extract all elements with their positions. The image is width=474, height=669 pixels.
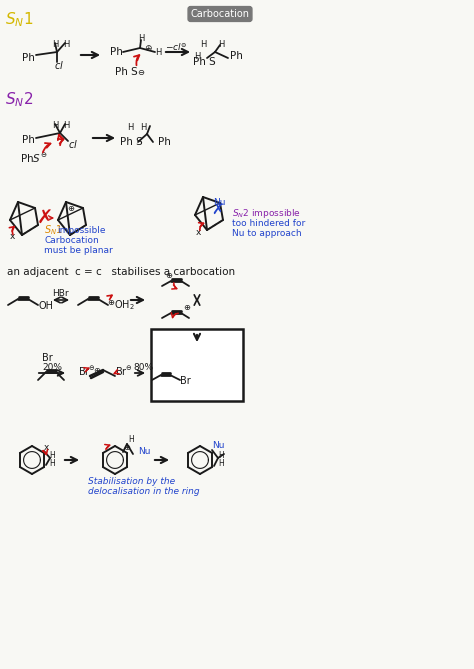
Text: 80%: 80% (133, 363, 153, 371)
Text: delocalisation in the ring: delocalisation in the ring (88, 488, 200, 496)
Text: HBr: HBr (52, 288, 69, 298)
FancyBboxPatch shape (151, 329, 243, 401)
Text: H: H (52, 120, 58, 130)
Text: Ph S: Ph S (193, 57, 216, 67)
Text: Br$^{\ominus}$: Br$^{\ominus}$ (115, 365, 133, 377)
Text: $S_N2$: $S_N2$ (5, 91, 33, 109)
Text: $\oplus$: $\oplus$ (107, 298, 115, 306)
Text: impossible: impossible (57, 225, 106, 235)
Text: $-cl^{\ominus}$: $-cl^{\ominus}$ (165, 41, 188, 53)
Text: Ph: Ph (230, 51, 243, 61)
Text: H: H (63, 39, 69, 48)
Text: Nu: Nu (138, 448, 151, 456)
Text: $\oplus$: $\oplus$ (67, 203, 75, 213)
Text: Stabilisation by the: Stabilisation by the (88, 478, 175, 486)
Text: $\oplus$: $\oplus$ (144, 43, 152, 53)
Text: Carbocation: Carbocation (191, 9, 249, 19)
Text: H: H (49, 450, 55, 460)
Text: OH: OH (38, 301, 53, 311)
Text: Ph: Ph (110, 47, 123, 57)
Text: Carbocation: Carbocation (44, 235, 99, 244)
Text: H: H (218, 450, 224, 460)
Text: Ph: Ph (22, 135, 35, 145)
Text: H: H (155, 47, 161, 56)
Text: $\oplus$: $\oplus$ (183, 302, 191, 312)
Text: Nu: Nu (212, 440, 225, 450)
Text: Ph$S^{\ominus}$: Ph$S^{\ominus}$ (20, 151, 47, 165)
Text: too hindered for: too hindered for (232, 219, 305, 227)
Text: $S_N1$: $S_N1$ (44, 223, 63, 237)
Text: H: H (49, 460, 55, 468)
Text: Ph: Ph (22, 53, 35, 63)
Text: Br$^{\ominus}$: Br$^{\ominus}$ (78, 365, 96, 377)
Text: Nu to approach: Nu to approach (232, 229, 301, 237)
Text: $cl$: $cl$ (68, 138, 78, 150)
Text: ✗: ✗ (211, 203, 224, 217)
Text: H: H (138, 33, 145, 43)
Text: $\oplus$: $\oplus$ (165, 270, 173, 280)
Text: must be planar: must be planar (44, 246, 113, 254)
Text: x: x (196, 227, 201, 237)
Text: x: x (10, 231, 15, 240)
Text: H: H (140, 122, 146, 132)
Text: H: H (127, 122, 133, 132)
Text: H: H (200, 39, 206, 48)
Text: $cl$: $cl$ (54, 59, 64, 71)
Text: an adjacent  c = c   stabilises a carbocation: an adjacent c = c stabilises a carbocati… (7, 267, 235, 277)
Text: H: H (218, 460, 224, 468)
Text: x: x (44, 442, 49, 452)
Text: Br: Br (180, 376, 191, 386)
Text: Nu: Nu (213, 197, 226, 207)
Text: H: H (63, 120, 69, 130)
Text: Br: Br (42, 353, 53, 363)
Text: $\ominus$: $\ominus$ (137, 68, 145, 76)
Text: $\oplus$: $\oplus$ (93, 365, 101, 375)
Text: OH$_2$: OH$_2$ (114, 298, 135, 312)
Text: Ph S: Ph S (120, 137, 143, 147)
Text: $S_N2$ impossible: $S_N2$ impossible (232, 207, 301, 219)
Text: $S_N1$: $S_N1$ (5, 11, 33, 29)
Text: H: H (52, 39, 58, 48)
Text: $\oplus$: $\oplus$ (123, 442, 131, 452)
Text: H: H (194, 52, 201, 60)
Text: Ph: Ph (158, 137, 171, 147)
Text: ✗: ✗ (37, 209, 53, 227)
Text: H: H (128, 436, 134, 444)
Text: Ph S: Ph S (115, 67, 138, 77)
Text: H: H (218, 39, 224, 48)
Text: 20%: 20% (42, 363, 62, 371)
